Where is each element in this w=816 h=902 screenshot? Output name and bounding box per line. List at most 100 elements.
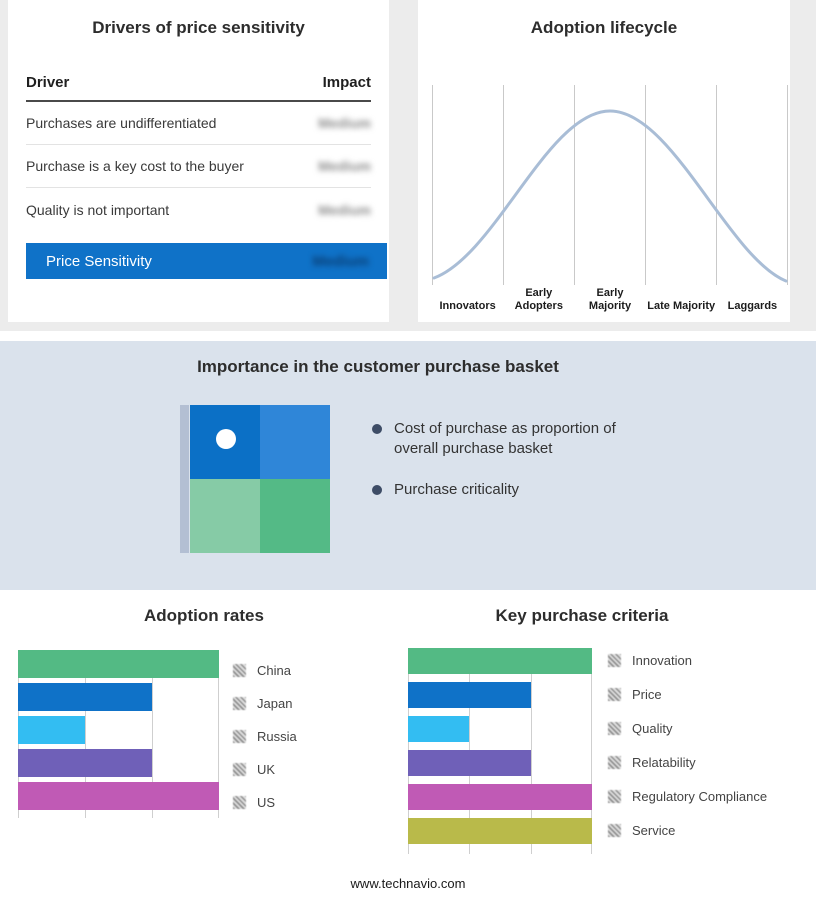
basket-bullet-list: Cost of purchase as proportion of overal… (372, 419, 634, 522)
impact-cell-redacted: Medium (318, 115, 371, 131)
quadrant-marker-dot (216, 429, 236, 449)
quadrant-graphic (180, 405, 330, 553)
bullet-icon (372, 424, 382, 434)
bar-relatability (408, 750, 531, 776)
gridline (218, 650, 219, 818)
bullet-item: Purchase criticality (372, 480, 634, 500)
bar-quality (408, 716, 470, 742)
legend-item: Price (608, 687, 767, 702)
quadrant-top-right (260, 405, 330, 479)
lifecycle-card: Adoption lifecycle Innovators Early Adop… (418, 0, 790, 322)
legend-swatch-redacted (233, 763, 246, 776)
stage-label-innovators: Innovators (439, 300, 496, 313)
legend-swatch-redacted (608, 790, 621, 803)
drivers-title: Drivers of price sensitivity (92, 18, 305, 37)
legend-item: US (233, 795, 297, 810)
bar-uk (18, 749, 152, 777)
key-purchase-criteria-section: Key purchase criteria Innovation Price (408, 606, 816, 896)
quadrant-top-left (190, 405, 260, 479)
key-purchase-criteria-title: Key purchase criteria (495, 606, 669, 625)
key-purchase-criteria-chart (408, 648, 592, 854)
legend-label: Innovation (632, 653, 692, 668)
legend-label: US (257, 795, 276, 810)
bullet-icon (372, 485, 382, 495)
legend-swatch-redacted (608, 824, 621, 837)
basket-title: Importance in the customer purchase bask… (197, 357, 559, 376)
lifecycle-chart (432, 85, 788, 285)
quadrant-bottom-left (190, 479, 260, 553)
table-row: Purchase is a key cost to the buyer Medi… (26, 145, 371, 188)
gridline (591, 648, 592, 854)
quadrant-grid (190, 405, 330, 553)
bar-russia (18, 716, 85, 744)
legend-item: Russia (233, 729, 297, 744)
bar-regulatory-compliance (408, 784, 592, 810)
table-row: Purchases are undifferentiated Medium (26, 102, 371, 145)
price-sensitivity-impact-redacted: Medium (312, 252, 369, 270)
table-row: Quality is not important Medium (26, 188, 371, 231)
bullet-item: Cost of purchase as proportion of overal… (372, 419, 634, 458)
legend-item: Quality (608, 721, 767, 736)
column-header-impact: Impact (322, 74, 371, 91)
stage-label-laggards: Laggards (727, 300, 778, 313)
adoption-rates-legend: China Japan Russia UK US (233, 663, 297, 829)
bar-service (408, 818, 592, 844)
legend-item: UK (233, 762, 297, 777)
quadrant-axis-strip (180, 405, 189, 553)
lifecycle-curve-path (432, 109, 788, 283)
legend-label: Regulatory Compliance (632, 789, 768, 804)
legend-label: Service (632, 823, 676, 838)
legend-swatch-redacted (608, 722, 621, 735)
drivers-table: Driver Impact Purchases are undifferenti… (26, 74, 371, 231)
gridline (152, 650, 153, 818)
driver-cell: Quality is not important (26, 201, 170, 218)
legend-item: China (233, 663, 297, 678)
bullet-text: Cost of purchase as proportion of overal… (394, 420, 616, 457)
driver-cell: Purchase is a key cost to the buyer (26, 158, 244, 174)
legend-item: Japan (233, 696, 297, 711)
legend-item: Innovation (608, 653, 767, 668)
bar-japan (18, 683, 152, 711)
legend-swatch-redacted (608, 688, 621, 701)
legend-label: China (257, 663, 291, 678)
legend-label: Quality (632, 721, 673, 736)
bullet-text: Purchase criticality (394, 481, 520, 498)
legend-swatch-redacted (233, 730, 246, 743)
legend-item: Regulatory Compliance (608, 789, 768, 804)
drivers-table-header: Driver Impact (26, 74, 371, 102)
purchase-basket-band: Importance in the customer purchase bask… (0, 341, 816, 590)
legend-swatch-redacted (608, 756, 621, 769)
stage-label-early-adopters: Early Adopters (514, 287, 563, 313)
quadrant-bottom-right (260, 479, 330, 553)
legend-label: Japan (257, 696, 293, 711)
footer-url: www.technavio.com (350, 876, 466, 891)
lifecycle-stages: Innovators Early Adopters Early Majority… (432, 287, 788, 313)
legend-label: UK (257, 762, 276, 777)
lifecycle-title: Adoption lifecycle (530, 18, 678, 37)
legend-label: Russia (257, 729, 297, 744)
drivers-card: Drivers of price sensitivity Driver Impa… (8, 0, 389, 322)
lifecycle-curve-svg (432, 85, 788, 285)
driver-cell: Purchases are undifferentiated (26, 115, 217, 131)
gridline (530, 648, 532, 854)
bar-china (18, 650, 219, 678)
lifecycle-gridlines (432, 85, 788, 285)
bar-innovation (408, 648, 592, 674)
gridline (84, 650, 86, 818)
key-purchase-criteria-legend: Innovation Price Quality Relatability Re… (608, 653, 768, 858)
price-sensitivity-label: Price Sensitivity (46, 252, 152, 270)
column-header-driver: Driver (26, 74, 70, 91)
legend-item: Service (608, 823, 767, 838)
legend-swatch-redacted (233, 664, 246, 677)
stage-label-early-majority: Early Majority (588, 287, 632, 313)
legend-swatch-redacted (233, 697, 246, 710)
bar-us (18, 782, 219, 810)
legend-swatch-redacted (608, 654, 621, 667)
adoption-rates-title: Adoption rates (144, 606, 264, 625)
adoption-rates-section: Adoption rates China Japan Russia (0, 606, 408, 896)
price-sensitivity-bar: Price Sensitivity Medium (26, 243, 387, 279)
adoption-rates-chart (18, 650, 219, 818)
bar-price (408, 682, 531, 708)
legend-item: Relatability (608, 755, 767, 770)
